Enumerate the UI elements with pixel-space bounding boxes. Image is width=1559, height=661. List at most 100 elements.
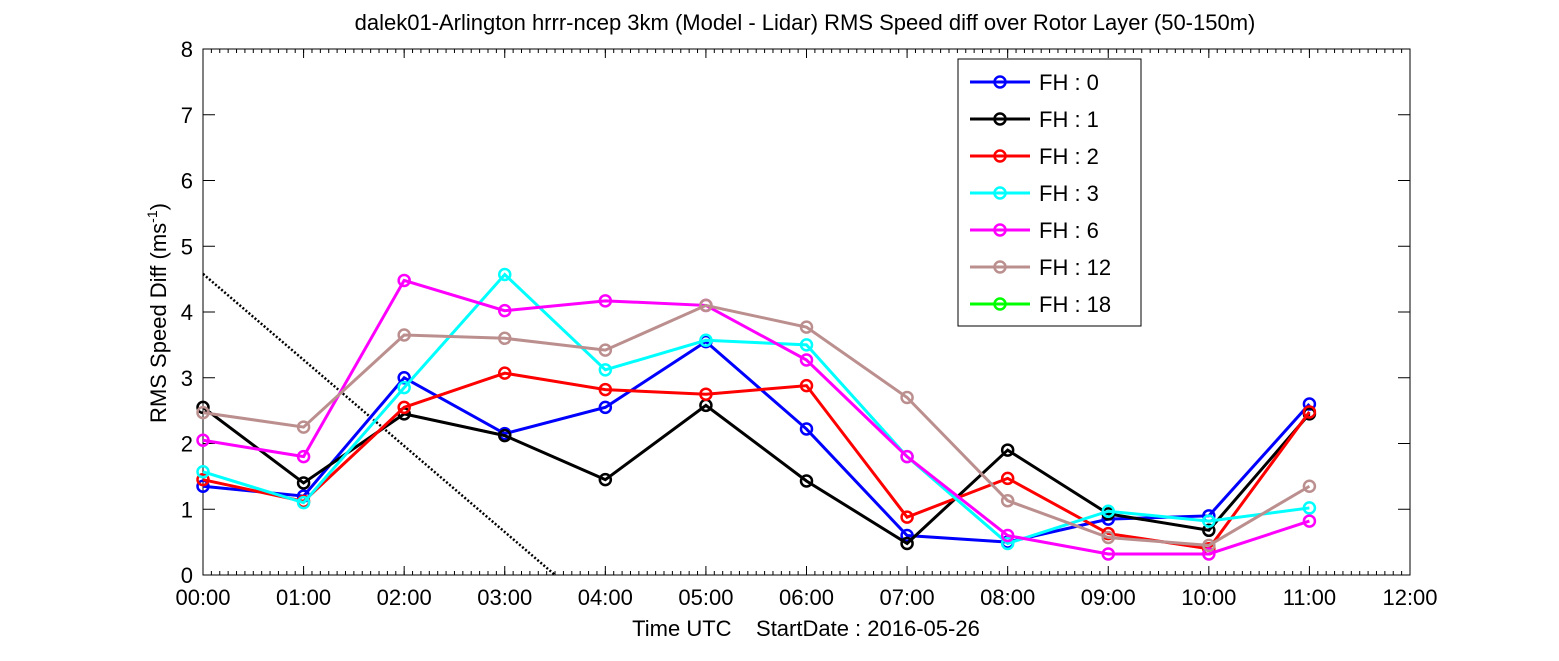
data-point bbox=[498, 267, 512, 282]
data-point bbox=[1000, 471, 1015, 486]
data-point bbox=[1202, 523, 1216, 538]
data-point bbox=[196, 433, 210, 447]
data-point bbox=[1202, 538, 1216, 553]
data-point bbox=[1302, 405, 1317, 419]
x-axis-label: Time UTC StartDate : 2016-05-26 bbox=[632, 616, 980, 641]
series-line bbox=[202, 303, 1311, 547]
data-point bbox=[699, 387, 713, 401]
legend-swatch-marker bbox=[993, 297, 1007, 311]
series-group bbox=[196, 366, 1317, 556]
series-group bbox=[196, 298, 1317, 553]
legend-label: FH : 6 bbox=[1039, 218, 1099, 243]
x-tick-label: 00:00 bbox=[175, 585, 230, 610]
legend-label: FH : 2 bbox=[1039, 144, 1099, 169]
y-tick-label: 4 bbox=[181, 300, 193, 325]
chart-title: dalek01-Arlington hrrr-ncep 3km (Model -… bbox=[355, 10, 1256, 35]
y-axis-label-main: RMS Speed Diff (ms bbox=[146, 223, 171, 423]
data-point bbox=[900, 536, 914, 551]
y-tick-label: 8 bbox=[181, 37, 193, 62]
data-point bbox=[900, 528, 914, 543]
data-point bbox=[1101, 547, 1115, 561]
data-point bbox=[598, 343, 613, 357]
y-tick-label: 1 bbox=[181, 497, 193, 522]
legend-swatch-marker bbox=[993, 149, 1007, 163]
data-point bbox=[1000, 443, 1015, 457]
legend-label: FH : 1 bbox=[1039, 107, 1099, 132]
legend-label: FH : 12 bbox=[1039, 255, 1111, 280]
data-point bbox=[498, 428, 512, 443]
legend: FH : 0 FH : 1 FH : 2 FH : 3 FH : 6 FH : 12 FH … bbox=[957, 58, 1142, 327]
legend-label: FH : 0 bbox=[1039, 70, 1099, 95]
series-layer bbox=[196, 267, 1317, 561]
legend-item: FH : 3 bbox=[970, 181, 1099, 206]
plot-area-frame bbox=[202, 48, 1411, 576]
x-tick-label: 12:00 bbox=[1382, 585, 1437, 610]
legend-label: FH : 3 bbox=[1039, 181, 1099, 206]
data-point bbox=[699, 333, 713, 348]
data-point bbox=[397, 380, 411, 395]
series-line bbox=[202, 403, 1311, 546]
y-tick-label: 3 bbox=[181, 366, 193, 391]
legend-swatch-marker bbox=[993, 186, 1007, 200]
x-tick-label: 02:00 bbox=[377, 585, 432, 610]
data-point bbox=[900, 390, 914, 405]
data-point bbox=[397, 273, 411, 288]
legend-swatch-marker bbox=[993, 260, 1007, 274]
data-point bbox=[1202, 514, 1216, 528]
data-point bbox=[1000, 528, 1015, 543]
legend-swatch-marker bbox=[993, 223, 1007, 237]
legend-item: FH : 1 bbox=[970, 107, 1099, 132]
data-point bbox=[598, 472, 613, 487]
data-point bbox=[699, 298, 713, 313]
y-tick-label: 0 bbox=[181, 563, 193, 588]
series-line bbox=[202, 371, 1311, 551]
y-tick-label: 5 bbox=[181, 234, 193, 259]
legend-swatch-marker bbox=[993, 112, 1007, 126]
data-point bbox=[1101, 504, 1115, 518]
series-group bbox=[196, 273, 1317, 561]
data-point bbox=[196, 405, 210, 420]
x-tick-label: 04:00 bbox=[578, 585, 633, 610]
data-point bbox=[1101, 530, 1115, 545]
data-point bbox=[598, 400, 613, 415]
data-point bbox=[196, 465, 210, 479]
series-group bbox=[196, 267, 1317, 551]
data-point bbox=[799, 320, 814, 334]
data-point bbox=[799, 422, 814, 436]
y-axis-label-close: ) bbox=[146, 203, 171, 210]
data-point bbox=[397, 400, 411, 415]
data-point bbox=[598, 294, 613, 308]
x-tick-label: 11:00 bbox=[1283, 585, 1336, 610]
x-tick-label: 10:00 bbox=[1181, 585, 1236, 610]
data-point bbox=[598, 382, 613, 397]
y-tick-label: 6 bbox=[181, 169, 193, 194]
series-line bbox=[202, 278, 1310, 556]
data-point bbox=[598, 363, 613, 377]
legend-item: FH : 0 bbox=[970, 70, 1099, 95]
x-tick-label: 03:00 bbox=[477, 585, 532, 610]
reference-dotted-line bbox=[202, 272, 556, 576]
x-tick-label: 06:00 bbox=[779, 585, 834, 610]
y-axis-label-superscript: -1 bbox=[144, 210, 160, 223]
data-point bbox=[799, 474, 814, 488]
series-line bbox=[202, 339, 1311, 544]
y-tick-label: 7 bbox=[181, 103, 193, 128]
tick-labels: 00:00 01:00 02:00 03:00 04:00 05:00 06:00 07:00… bbox=[175, 37, 1437, 610]
data-point bbox=[1302, 479, 1317, 493]
x-tick-label: 08:00 bbox=[980, 585, 1035, 610]
legend-item: FH : 6 bbox=[970, 218, 1099, 243]
data-point bbox=[1302, 501, 1317, 515]
legend-item: FH : 18 bbox=[970, 292, 1111, 317]
x-tick-label: 07:00 bbox=[880, 585, 935, 610]
data-point bbox=[799, 338, 814, 352]
data-point bbox=[1000, 493, 1015, 508]
y-tick-label: 2 bbox=[181, 432, 193, 457]
x-tick-label: 01:00 bbox=[276, 585, 331, 610]
series-line bbox=[202, 272, 1310, 546]
y-axis-label: RMS Speed Diff (ms-1) bbox=[144, 203, 171, 423]
legend-item: FH : 12 bbox=[970, 255, 1111, 280]
data-point bbox=[498, 366, 512, 380]
reference-line-layer bbox=[202, 272, 556, 576]
